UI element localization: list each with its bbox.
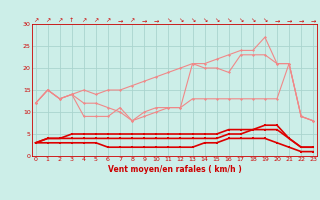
X-axis label: Vent moyen/en rafales ( km/h ): Vent moyen/en rafales ( km/h ) <box>108 165 241 174</box>
